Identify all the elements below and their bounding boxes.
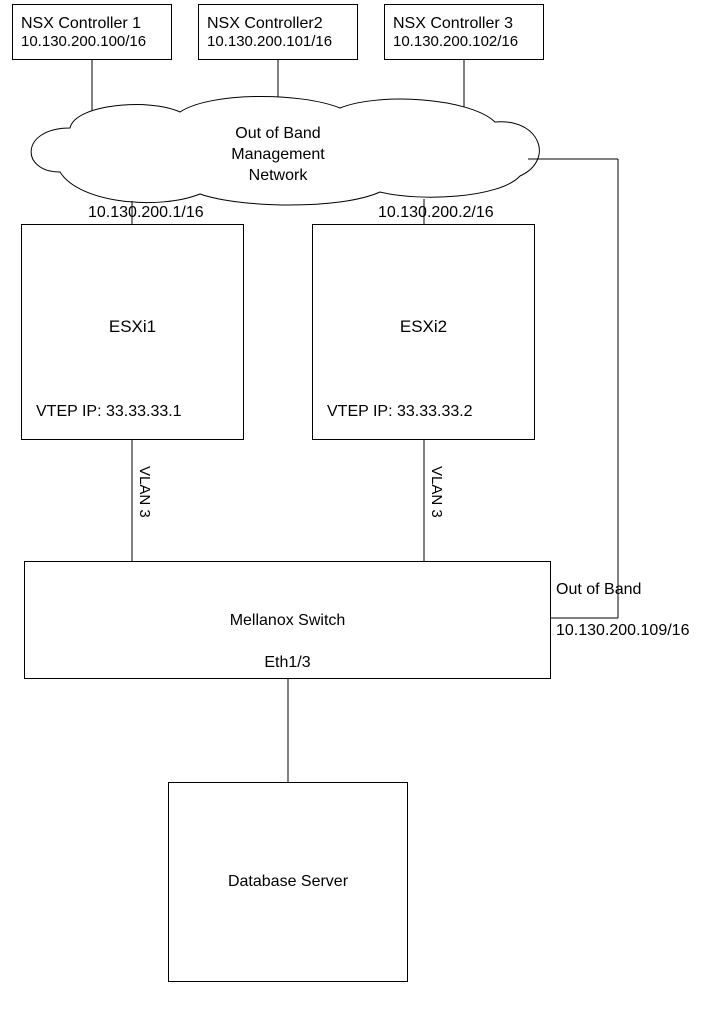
esxi2-name: ESXi2	[400, 317, 447, 337]
database-server-box: Database Server	[168, 782, 408, 982]
db-name: Database Server	[228, 873, 348, 891]
esxi2-vlan-label: VLAN 3	[428, 466, 445, 518]
switch-name: Mellanox Switch	[230, 612, 346, 630]
oob-label: Out of Band	[556, 581, 641, 599]
switch-downport: Eth1/3	[264, 654, 310, 672]
cloud-line2: Management	[178, 145, 378, 166]
cloud-line3: Network	[178, 166, 378, 187]
esxi1-name: ESXi1	[109, 317, 156, 337]
esxi1-ip-label: 10.130.200.1/16	[88, 204, 204, 222]
controller-ip: 10.130.200.101/16	[207, 33, 332, 50]
controller-ip: 10.130.200.102/16	[393, 33, 518, 50]
controller-title: NSX Controller 3	[393, 15, 513, 33]
esxi1-vtep: VTEP IP: 33.33.33.1	[36, 403, 182, 421]
switch-box: Mellanox Switch Eth1/3	[24, 561, 551, 679]
nsx-controller-1: NSX Controller 1 10.130.200.100/16	[12, 4, 172, 60]
nsx-controller-3: NSX Controller 3 10.130.200.102/16	[384, 4, 544, 60]
cloud-label: Out of Band Management Network	[178, 124, 378, 186]
controller-title: NSX Controller2	[207, 15, 323, 33]
controller-ip: 10.130.200.100/16	[21, 33, 146, 50]
controller-title: NSX Controller 1	[21, 15, 141, 33]
cloud-line1: Out of Band	[178, 124, 378, 145]
esxi1-vlan-label: VLAN 3	[136, 466, 153, 518]
esxi2-ip-label: 10.130.200.2/16	[378, 204, 494, 222]
nsx-controller-2: NSX Controller2 10.130.200.101/16	[198, 4, 358, 60]
esxi2-box: ESXi2 VTEP IP: 33.33.33.2	[312, 224, 535, 440]
oob-ip: 10.130.200.109/16	[556, 622, 689, 640]
esxi2-vtep: VTEP IP: 33.33.33.2	[327, 403, 473, 421]
esxi1-box: ESXi1 VTEP IP: 33.33.33.1	[21, 224, 244, 440]
